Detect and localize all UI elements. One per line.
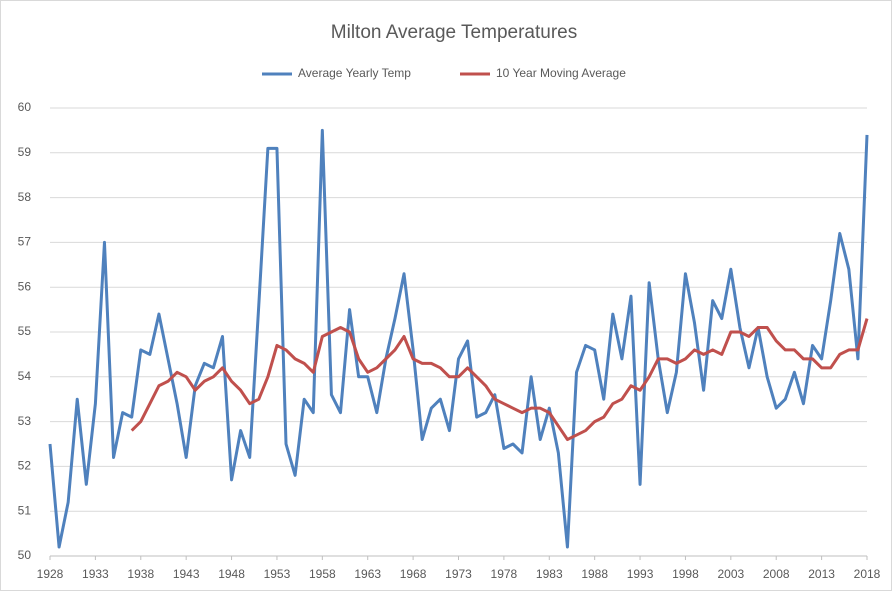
y-tick-label: 52 [18, 459, 32, 473]
x-tick-label: 1973 [445, 567, 472, 581]
x-tick-label: 1993 [627, 567, 654, 581]
x-tick-label: 1938 [127, 567, 154, 581]
x-tick-label: 2003 [717, 567, 744, 581]
x-tick-label: 1958 [309, 567, 336, 581]
chart-title: Milton Average Temperatures [331, 22, 577, 43]
y-tick-label: 56 [18, 279, 32, 293]
y-tick-label: 51 [18, 503, 32, 517]
x-tick-label: 1943 [173, 567, 200, 581]
series-line [48, 128, 869, 549]
x-tick-label: 1968 [400, 567, 427, 581]
y-tick-label: 59 [18, 145, 32, 159]
x-tick-label: 1928 [37, 567, 64, 581]
y-tick-label: 60 [18, 100, 32, 114]
legend-label: Average Yearly Temp [298, 66, 411, 80]
series-line [130, 318, 869, 442]
legend-label: 10 Year Moving Average [496, 66, 626, 80]
y-tick-label: 53 [18, 414, 32, 428]
x-tick-label: 1978 [491, 567, 518, 581]
x-tick-label: 1933 [82, 567, 109, 581]
y-tick-label: 50 [18, 548, 32, 562]
x-tick-label: 2013 [808, 567, 835, 581]
y-tick-label: 54 [18, 369, 32, 383]
y-tick-label: 57 [18, 235, 32, 249]
x-tick-label: 1948 [218, 567, 245, 581]
x-tick-label: 1998 [672, 567, 699, 581]
x-tick-label: 1953 [264, 567, 291, 581]
x-tick-label: 2008 [763, 567, 790, 581]
x-tick-label: 1983 [536, 567, 563, 581]
x-tick-label: 2018 [854, 567, 881, 581]
x-tick-label: 1988 [581, 567, 608, 581]
y-tick-label: 58 [18, 190, 32, 204]
x-tick-label: 1963 [354, 567, 381, 581]
y-tick-label: 55 [18, 324, 32, 338]
